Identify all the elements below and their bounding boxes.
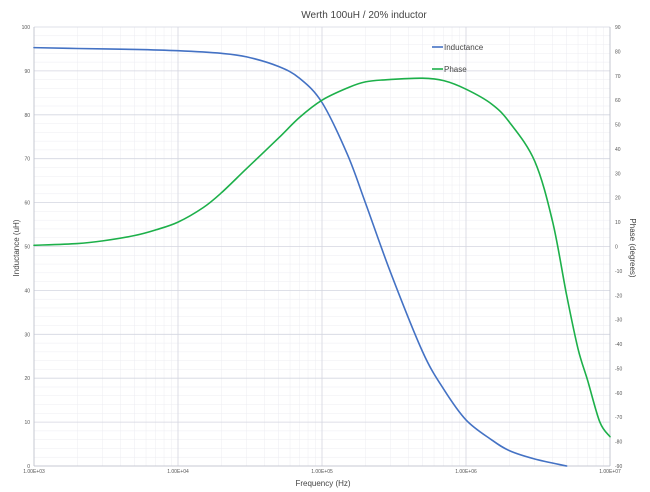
- series: [33, 46, 611, 467]
- grid: [33, 26, 611, 467]
- right-y-tick-label: -20: [615, 293, 622, 299]
- right-y-tick-label: 10: [615, 220, 621, 226]
- right-y-tick-label: 50: [615, 123, 621, 129]
- x-tick-label: 1.00E+07: [599, 469, 621, 475]
- right-y-tick-label: -80: [615, 440, 622, 446]
- right-y-tick-label: 40: [615, 147, 621, 153]
- right-y-tick-label: 90: [615, 25, 621, 31]
- right-y-tick-label: -60: [615, 391, 622, 397]
- right-y-tick-label: 20: [615, 196, 621, 202]
- right-y-tick-label: 30: [615, 171, 621, 177]
- x-tick-label: 1.00E+06: [455, 469, 477, 475]
- right-y-tick-label: 60: [615, 98, 621, 104]
- axes: 1.00E+03 1.00E+04 1.00E+05 1.00E+06 1.00E+07…: [22, 25, 623, 475]
- right-y-tick-label: -40: [615, 342, 622, 348]
- left-y-tick-label: 60: [24, 201, 30, 207]
- left-y-tick-label: 100: [22, 25, 31, 31]
- x-tick-label: 1.00E+05: [311, 469, 333, 475]
- left-y-tick-label: 80: [24, 113, 30, 119]
- legend-label-phase: Phase: [444, 65, 467, 74]
- left-y-tick-label: 50: [24, 245, 30, 251]
- x-tick-label: 1.00E+04: [167, 469, 189, 475]
- right-y-tick-label: -50: [615, 366, 622, 372]
- right-y-tick-label: 0: [615, 245, 618, 251]
- chart-title: Werth 100uH / 20% inductor: [301, 10, 427, 21]
- left-y-tick-label: 90: [24, 69, 30, 75]
- right-y-tick-label: -30: [615, 318, 622, 324]
- left-y-tick-label: 20: [24, 376, 30, 382]
- left-y-axis-title: Inductance (uH): [12, 219, 21, 276]
- series-line-inductance: [33, 46, 568, 467]
- right-y-tick-label: -10: [615, 269, 622, 275]
- right-y-axis-title: Phase (degrees): [628, 218, 637, 277]
- left-y-tick-label: 30: [24, 332, 30, 338]
- left-y-tick-label: 70: [24, 157, 30, 163]
- right-y-tick-label: 70: [615, 74, 621, 80]
- left-y-tick-label: 40: [24, 288, 30, 294]
- x-axis-title: Frequency (Hz): [295, 479, 350, 488]
- series-line-phase: [33, 77, 611, 438]
- left-y-tick-label: 0: [27, 464, 30, 470]
- legend: Inductance Phase: [432, 43, 484, 74]
- legend-label-inductance: Inductance: [444, 43, 484, 52]
- left-y-tick-label: 10: [24, 420, 30, 426]
- x-tick-label: 1.00E+03: [23, 469, 45, 475]
- right-y-tick-label: -70: [615, 415, 622, 421]
- right-y-tick-label: -90: [615, 464, 622, 470]
- right-y-tick-label: 80: [615, 49, 621, 55]
